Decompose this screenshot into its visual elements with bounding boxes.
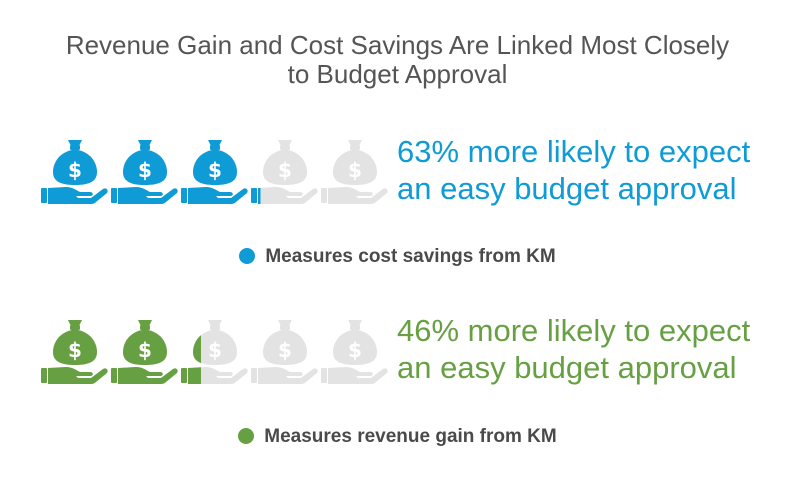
revenue-gain-statement-line-1: 46% more likely to expect (397, 313, 751, 348)
svg-text:$: $ (68, 158, 82, 182)
svg-text:$: $ (278, 338, 292, 362)
svg-text:$: $ (348, 158, 362, 182)
chart-title: Revenue Gain and Cost Savings Are Linked… (0, 31, 795, 89)
legend-marker-cost-savings (239, 248, 256, 264)
cost-savings-statement-line-1: 63% more likely to expect (397, 134, 751, 169)
svg-text:$: $ (348, 338, 362, 362)
money-bag-in-hand-icon: $$ (181, 140, 248, 204)
chart-title-line-2: to Budget Approval (287, 59, 508, 89)
svg-text:$: $ (208, 338, 222, 362)
svg-text:$: $ (138, 158, 152, 182)
money-bag-in-hand-icon: $$ (111, 140, 178, 204)
money-bag-in-hand-icon: $ (321, 320, 388, 384)
revenue-gain-statement: 46% more likely to expect an easy budget… (397, 312, 787, 386)
revenue-gain-pictogram: $$$$$$$$ (40, 317, 390, 387)
svg-text:$: $ (138, 338, 152, 362)
legend-item-revenue-gain: Measures revenue gain from KM (0, 426, 795, 448)
cost-savings-pictogram: $$$$$$$$$ (40, 137, 390, 207)
legend-label-cost-savings: Measures cost savings from KM (265, 246, 556, 267)
svg-text:$: $ (278, 158, 292, 182)
chart-title-line-1: Revenue Gain and Cost Savings Are Linked… (65, 30, 730, 60)
legend-label-revenue-gain: Measures revenue gain from KM (264, 426, 557, 447)
money-bag-in-hand-icon: $ (251, 320, 318, 384)
money-bag-in-hand-icon: $$ (181, 320, 248, 384)
svg-text:$: $ (68, 338, 82, 362)
money-bag-in-hand-icon: $$ (41, 320, 108, 384)
legend-marker-revenue-gain (238, 428, 255, 444)
svg-text:$: $ (208, 158, 222, 182)
money-bag-in-hand-icon: $$ (251, 140, 318, 204)
legend-item-cost-savings: Measures cost savings from KM (0, 246, 795, 268)
revenue-gain-statement-line-2: an easy budget approval (397, 350, 737, 385)
money-bag-in-hand-icon: $$ (111, 320, 178, 384)
cost-savings-statement: 63% more likely to expect an easy budget… (397, 133, 787, 207)
money-bag-in-hand-icon: $$ (41, 140, 108, 204)
money-bag-in-hand-icon: $ (321, 140, 388, 204)
cost-savings-statement-line-2: an easy budget approval (397, 171, 737, 206)
